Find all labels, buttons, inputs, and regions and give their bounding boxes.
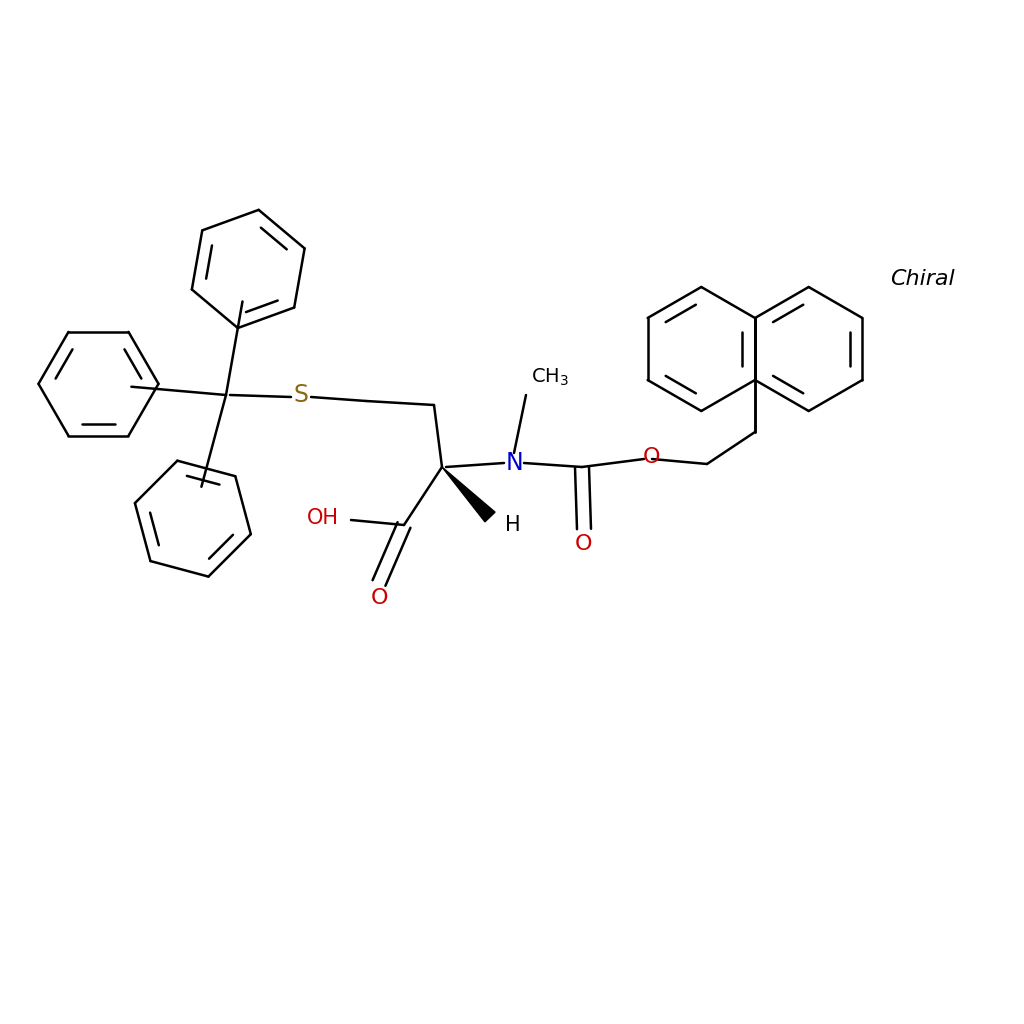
Text: O: O <box>643 447 660 467</box>
Text: N: N <box>505 451 523 475</box>
Polygon shape <box>442 467 495 522</box>
Text: H: H <box>505 515 520 535</box>
Text: Chiral: Chiral <box>891 269 955 289</box>
Text: O: O <box>371 588 388 608</box>
Text: O: O <box>575 534 593 554</box>
Text: OH: OH <box>307 508 339 528</box>
Text: S: S <box>294 383 308 407</box>
Text: CH$_3$: CH$_3$ <box>531 367 569 388</box>
